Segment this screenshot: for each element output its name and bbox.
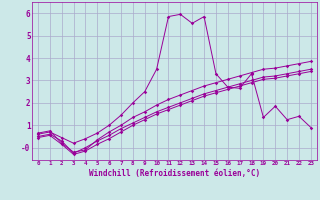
X-axis label: Windchill (Refroidissement éolien,°C): Windchill (Refroidissement éolien,°C) xyxy=(89,169,260,178)
